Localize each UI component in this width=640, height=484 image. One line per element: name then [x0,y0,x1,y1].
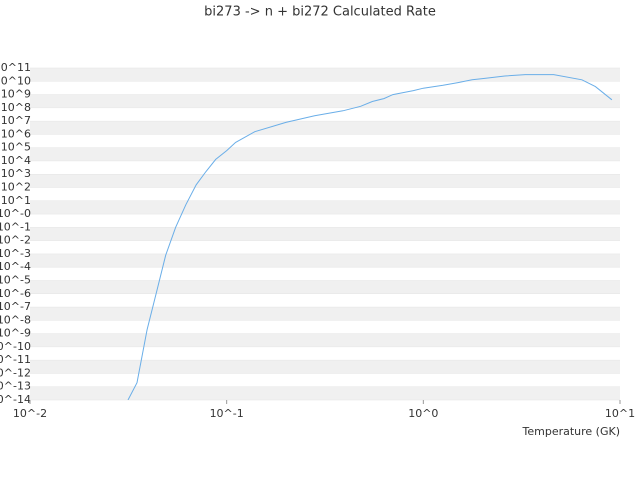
y-tick-label: 10^-14 [0,393,31,406]
bands [30,68,620,400]
y-tick-label: 10^4 [1,154,31,167]
grid-band [30,147,620,161]
series-line [127,74,613,400]
y-tick-label: 10^6 [1,127,31,140]
y-tick-label: 10^10 [0,74,31,87]
x-tick-label: 10^-1 [210,407,244,420]
y-tick-label: 10^-13 [0,380,31,393]
y-tick-label: 10^8 [1,101,31,114]
grid-band [30,386,620,400]
y-tick-label: 10^3 [1,167,31,180]
grid-band [30,200,620,215]
y-tick-label: 10^-3 [0,247,31,260]
y-tick-label: 10^-11 [0,353,31,366]
y-tick-label: 10^2 [1,181,31,194]
x-tick-label: 10^0 [408,407,438,420]
grid-band [30,174,620,188]
y-tick-label: 10^-9 [0,327,31,340]
chart-title: bi273 -> n + bi272 Calculated Rate [204,5,436,20]
y-tick-label: 10^-6 [0,287,31,300]
y-tick-label: 10^-1 [0,220,31,233]
y-tick-label: 10^11 [0,61,31,74]
y-tick-label: 10^-2 [0,234,31,247]
x-tick-label: 10^1 [605,407,635,420]
grid-band [30,253,620,268]
x-axis-label: Temperature (GK) [522,425,621,438]
y-tick-label: 10^-5 [0,273,31,286]
x-tick-label: 10^-2 [13,407,47,420]
grid-band [30,307,620,321]
y-tick-label: 10^7 [1,114,31,127]
y-tick-label: 10^-7 [0,300,31,313]
y-tick-label: 10^5 [1,141,31,154]
grid-band [30,227,620,241]
y-tick-label: 10^-0 [0,207,31,220]
y-tick-label: 10^-8 [0,313,31,326]
grid-band [30,280,620,294]
y-tick-label: 10^-4 [0,260,31,273]
y-tick-label: 10^-10 [0,340,31,353]
y-tick-label: 10^1 [1,194,31,207]
grid-band [30,360,620,374]
grid-band [30,94,620,108]
grid-band [30,333,620,347]
y-tick-label: 10^-12 [0,366,31,379]
grid-band [30,68,620,82]
y-tick-label: 10^9 [1,88,31,101]
grid-band [30,121,620,135]
